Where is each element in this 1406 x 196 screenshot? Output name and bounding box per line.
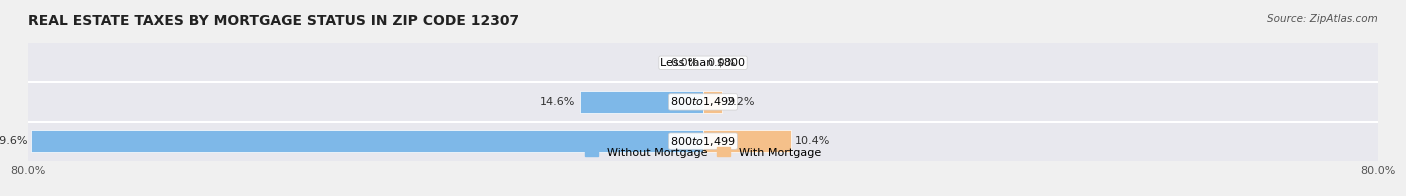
Bar [28,82,1378,122]
Text: 10.4%: 10.4% [794,136,831,146]
Text: 2.2%: 2.2% [725,97,754,107]
Text: REAL ESTATE TAXES BY MORTGAGE STATUS IN ZIP CODE 12307: REAL ESTATE TAXES BY MORTGAGE STATUS IN … [28,14,519,28]
Bar [703,91,721,113]
Legend: Without Mortgage, With Mortgage: Without Mortgage, With Mortgage [585,147,821,158]
Text: Less than $800: Less than $800 [661,58,745,68]
Text: 14.6%: 14.6% [540,97,575,107]
Bar [579,91,703,113]
Bar [28,122,1378,161]
Text: 0.0%: 0.0% [671,58,699,68]
Text: $800 to $1,499: $800 to $1,499 [671,95,735,108]
Text: 0.0%: 0.0% [707,58,735,68]
Text: $800 to $1,499: $800 to $1,499 [671,135,735,148]
Text: Source: ZipAtlas.com: Source: ZipAtlas.com [1267,14,1378,24]
Bar [703,130,790,152]
Text: 79.6%: 79.6% [0,136,27,146]
Bar [28,43,1378,82]
Bar [31,130,703,152]
